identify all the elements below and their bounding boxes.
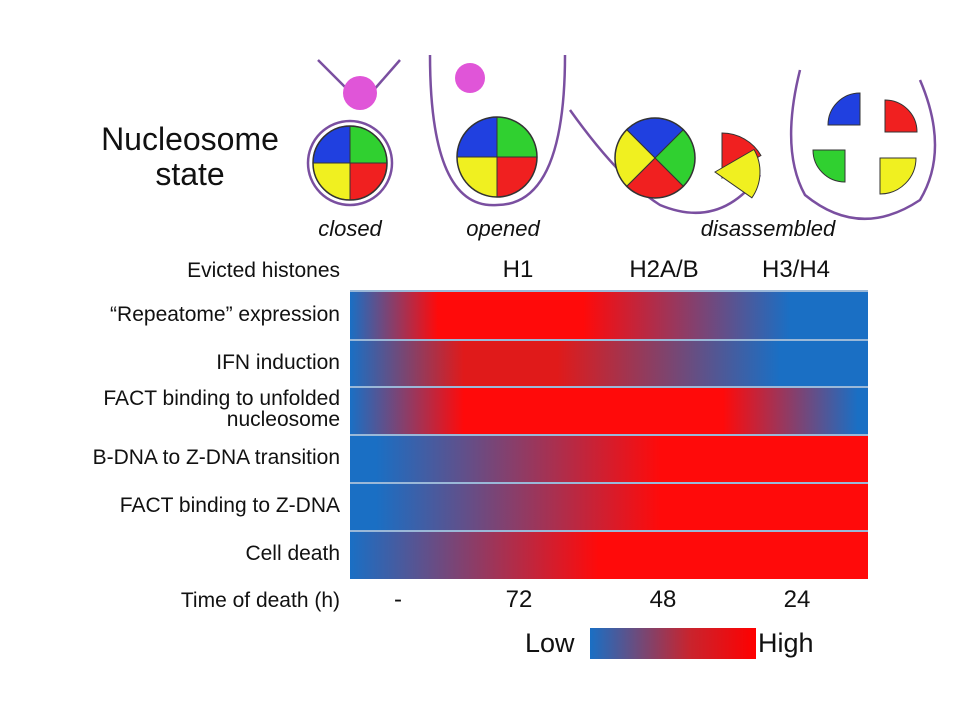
legend-low: Low (525, 628, 575, 658)
histone-label: H3/H4 (761, 256, 831, 283)
row-label: IFN induction (216, 350, 340, 374)
heatmap-row (350, 530, 868, 579)
row-label: “Repeatome” expression (110, 302, 340, 326)
evicted-label: Evicted histones (187, 259, 340, 282)
heatmap-row (350, 482, 868, 532)
row-label: B-DNA to Z-DNA transition (92, 446, 340, 469)
time-value: 24 (783, 586, 811, 613)
histone-part (614, 117, 696, 199)
histone-part (812, 149, 846, 183)
histone-part (714, 148, 761, 199)
histone-part (827, 92, 861, 126)
histone-label: H2A/B (629, 256, 699, 283)
dna-line (568, 109, 762, 215)
h1-ball (343, 76, 377, 110)
row-label: FACT binding to Z-DNA (119, 494, 340, 517)
histone-part (884, 99, 918, 133)
nucleosome-state-label: Nucleosome state (101, 121, 279, 193)
time-value: 72 (505, 586, 533, 613)
dna-wrap (306, 119, 394, 207)
heatmap-row (350, 290, 868, 341)
dna-line (789, 69, 937, 220)
histone-part (456, 116, 538, 198)
state-label: opened (466, 216, 540, 241)
histone-part (879, 157, 917, 195)
state-label: closed (318, 216, 382, 241)
row-label: Cell death (245, 541, 340, 565)
nucleosome-illustration (306, 54, 937, 220)
time-label: Time of death (h) (180, 589, 340, 612)
time-value: - (394, 586, 402, 613)
time-value: 48 (649, 586, 677, 613)
heatmap-row (350, 434, 868, 484)
state-label: disassembled (700, 216, 836, 241)
h1-ball (455, 63, 485, 93)
dna-line (428, 54, 567, 207)
heatmap-row (350, 339, 868, 388)
histone-label: H1 (502, 256, 534, 283)
legend-bar (590, 628, 756, 659)
heatmap-row (350, 386, 868, 436)
row-label: FACT binding to unfolded nucleosome (103, 387, 340, 431)
legend-high: High (758, 628, 814, 658)
histone-part (312, 125, 388, 201)
